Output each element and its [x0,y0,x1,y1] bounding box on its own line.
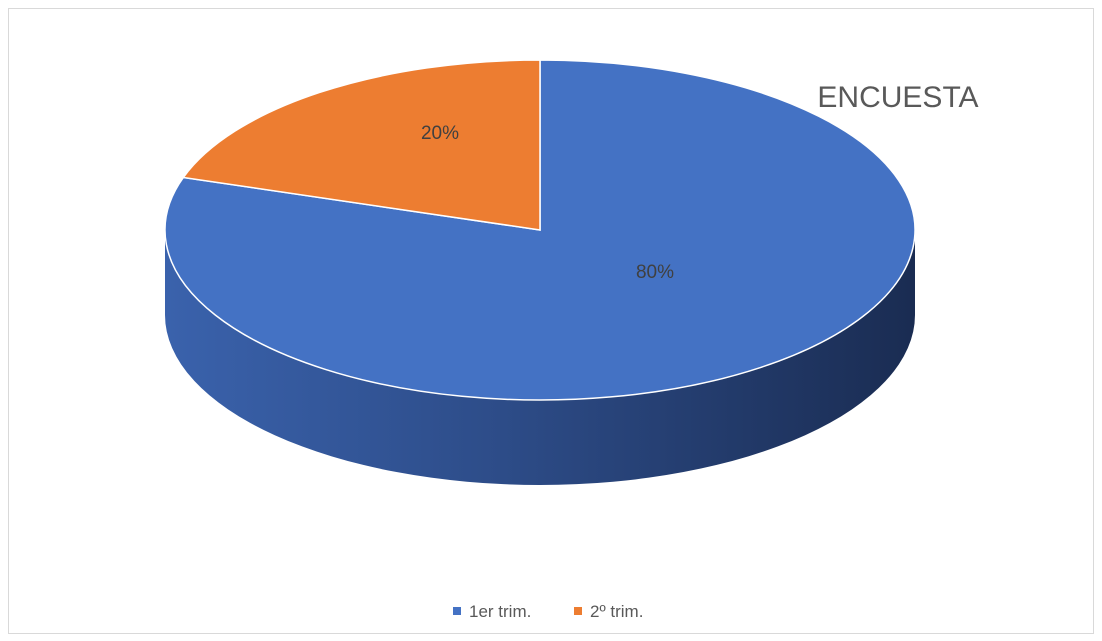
legend: 1er trim. 2º trim. [453,602,643,621]
legend-label-2o-trim: 2º trim. [590,602,643,621]
legend-swatch-1er-trim [453,607,461,615]
pie-side-1er-trim [165,230,915,485]
chart-title: ENCUESTA [817,81,978,114]
legend-swatch-2o-trim [574,607,582,615]
pie-slice-2o-trim [182,59,541,231]
data-label-1er-trim: 80% [636,262,674,283]
pie-layer [164,59,916,485]
data-label-2o-trim: 20% [421,123,459,144]
legend-label-1er-trim: 1er trim. [469,602,531,621]
